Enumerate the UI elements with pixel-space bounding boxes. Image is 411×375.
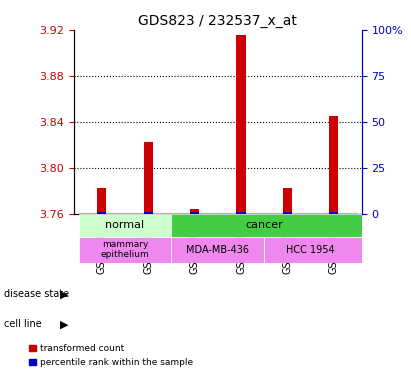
Bar xyxy=(283,212,292,213)
Text: normal: normal xyxy=(106,220,145,230)
Bar xyxy=(143,212,153,213)
Bar xyxy=(283,188,292,213)
Bar xyxy=(236,212,246,213)
Bar xyxy=(190,209,199,213)
Bar xyxy=(171,213,362,237)
Title: GDS823 / 232537_x_at: GDS823 / 232537_x_at xyxy=(139,13,297,28)
Bar xyxy=(264,237,362,262)
Bar xyxy=(79,237,171,262)
Bar xyxy=(97,212,106,213)
Bar xyxy=(236,34,246,213)
Text: cancer: cancer xyxy=(245,220,283,230)
Bar xyxy=(190,212,199,213)
Text: HCC 1954: HCC 1954 xyxy=(286,244,335,255)
Bar xyxy=(329,212,339,213)
Text: disease state: disease state xyxy=(4,290,69,299)
Text: ▶: ▶ xyxy=(60,320,68,329)
Bar xyxy=(329,116,339,213)
Legend: transformed count, percentile rank within the sample: transformed count, percentile rank withi… xyxy=(25,341,196,370)
Text: ▶: ▶ xyxy=(60,290,68,299)
Text: MDA-MB-436: MDA-MB-436 xyxy=(186,244,249,255)
Bar xyxy=(79,213,171,237)
Text: cell line: cell line xyxy=(4,320,42,329)
Bar xyxy=(171,237,264,262)
Bar xyxy=(97,188,106,213)
Bar xyxy=(143,142,153,213)
Text: mammary
epithelium: mammary epithelium xyxy=(101,240,150,260)
